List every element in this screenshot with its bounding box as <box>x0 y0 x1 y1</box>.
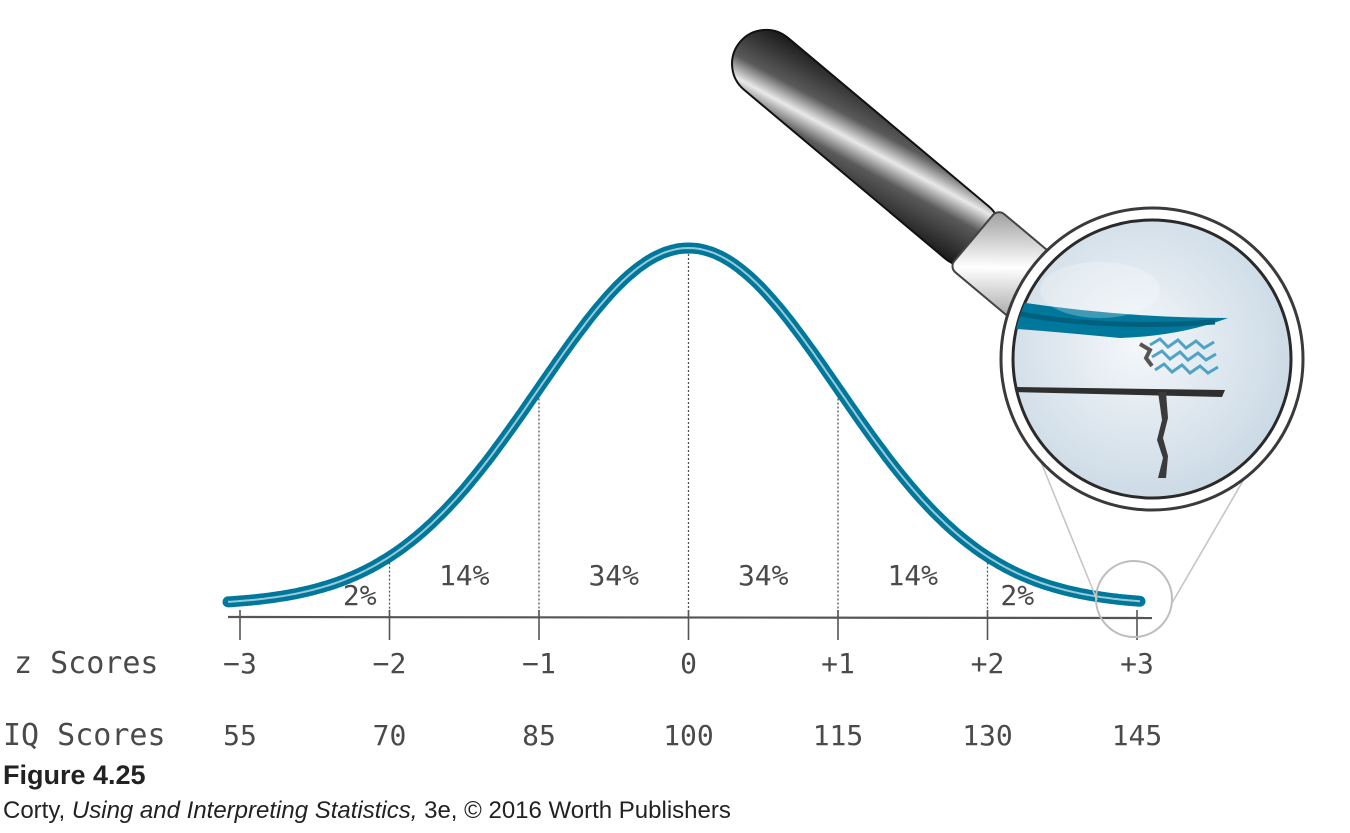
iq-tick-label: 55 <box>223 719 257 752</box>
credit-book: Using and Interpreting Statistics, <box>71 797 418 824</box>
z-tick-label: −1 <box>522 647 556 680</box>
zoom-connector-left <box>1040 461 1098 601</box>
iq-tick-label: 130 <box>962 719 1013 752</box>
figure-credit: Corty, Using and Interpreting Statistics… <box>3 797 731 825</box>
magnified-tail-detail <box>1013 300 1228 478</box>
z-tick-label: +3 <box>1120 647 1154 680</box>
iq-tick-label: 70 <box>373 719 407 752</box>
iq-scores-row-label: IQ Scores <box>3 718 166 753</box>
iq-tick-label: 85 <box>522 719 556 752</box>
z-tick-label: −2 <box>373 647 407 680</box>
region-percent-labels: 2% 14% 34% 34% 14% 2% <box>343 559 1034 612</box>
z-scores-row-label: z Scores <box>14 646 159 681</box>
iq-tick-label: 145 <box>1112 719 1163 752</box>
iq-tick-label: 100 <box>663 719 714 752</box>
axis-ticks <box>239 610 1138 640</box>
region-percent-label: 2% <box>1000 579 1034 612</box>
bell-curve-edge <box>227 246 1141 603</box>
z-tick-label: +1 <box>821 647 855 680</box>
z-score-tick-labels: −3 −2 −1 0 +1 +2 +3 <box>223 647 1154 680</box>
region-percent-label: 34% <box>588 559 639 592</box>
region-percent-label: 14% <box>439 559 490 592</box>
credit-rest: 3e, © 2016 Worth Publishers <box>424 797 731 824</box>
magnifying-glass-icon <box>731 28 1305 638</box>
baseline-axis <box>227 615 1153 620</box>
z-tick-label: 0 <box>680 647 697 680</box>
sd-guide-lines <box>388 254 989 617</box>
iq-tick-label: 115 <box>813 719 864 752</box>
z-tick-label: −3 <box>223 647 257 680</box>
region-percent-label: 34% <box>738 559 789 592</box>
region-percent-label: 14% <box>887 559 938 592</box>
region-percent-label: 2% <box>343 579 377 612</box>
magnifier-handle <box>731 28 1002 268</box>
credit-author: Corty, <box>3 797 66 824</box>
magnifier-lens <box>1011 218 1293 500</box>
figure-label: Figure 4.25 <box>3 760 146 790</box>
iq-score-tick-labels: 55 70 85 100 115 130 145 <box>223 719 1162 752</box>
z-tick-label: +2 <box>971 647 1005 680</box>
